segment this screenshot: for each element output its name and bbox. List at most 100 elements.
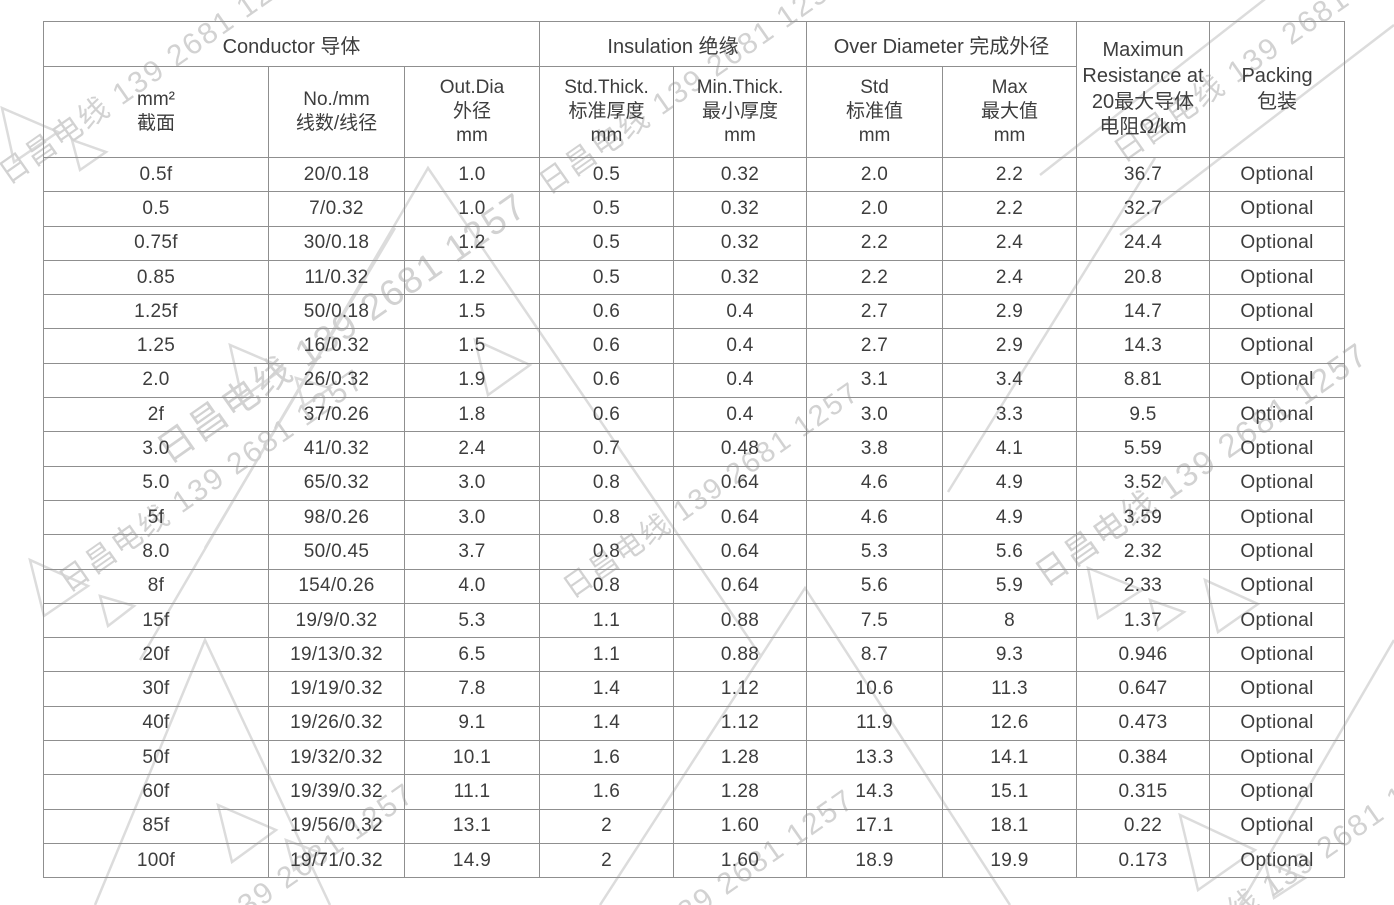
cell: 14.7	[1076, 294, 1211, 330]
cell: 2f	[43, 397, 269, 433]
cell: Optional	[1209, 499, 1346, 536]
cell: 0.32	[672, 259, 808, 296]
cell: 19/32/0.32	[268, 740, 405, 776]
cell: 37/0.26	[268, 397, 405, 433]
cell: 100f	[43, 842, 269, 879]
cell: Optional	[1209, 328, 1346, 364]
cell: 1.37	[1076, 602, 1211, 639]
cell: 65/0.32	[268, 465, 405, 501]
cell: 85f	[43, 808, 269, 844]
cell: 20.8	[1076, 259, 1211, 296]
cell: 11.3	[942, 671, 1078, 707]
table-row: 0.5 7/0.32 1.0 0.5 0.32 2.0 2.2 32.7 Optional	[43, 191, 1346, 227]
cell: 32.7	[1076, 191, 1211, 227]
cell: 50/0.45	[268, 534, 405, 570]
cell: 1.4	[539, 671, 674, 707]
cell: 1.0	[404, 156, 540, 193]
cell: 2.32	[1076, 534, 1211, 570]
cell: 14.9	[404, 842, 540, 879]
cell: 0.22	[1076, 808, 1211, 844]
cell: 1.5	[404, 294, 540, 330]
table-row: 85f 19/56/0.32 13.1 2 1.60 17.1 18.1 0.22 Option…	[43, 808, 1346, 844]
cell: 8.0	[43, 534, 269, 570]
cell: 10.6	[806, 671, 944, 707]
cell: 10.1	[404, 740, 540, 776]
cell: 5f	[43, 499, 269, 536]
cell: Optional	[1209, 431, 1346, 467]
table-row: 30f 19/19/0.32 7.8 1.4 1.12 10.6 11.3 0.647 Opti…	[43, 671, 1346, 707]
cell: 3.3	[942, 397, 1078, 433]
cell: Optional	[1209, 705, 1346, 742]
cell: 2.4	[942, 259, 1078, 296]
cell: 0.5	[539, 225, 674, 261]
table-row: 20f 19/13/0.32 6.5 1.1 0.88 8.7 9.3 0.946 Option…	[43, 637, 1346, 673]
cell: 18.1	[942, 808, 1078, 844]
cell: 2.7	[806, 294, 944, 330]
table-row: 0.5f 20/0.18 1.0 0.5 0.32 2.0 2.2 36.7 Optional	[43, 156, 1346, 193]
cell: 1.60	[672, 808, 808, 844]
cell: 9.5	[1076, 397, 1211, 433]
cell: 98/0.26	[268, 499, 405, 536]
cell: 2.4	[942, 225, 1078, 261]
cell: Optional	[1209, 362, 1346, 399]
cell: 7.8	[404, 671, 540, 707]
cell: 0.8	[539, 534, 674, 570]
cell: 19/13/0.32	[268, 637, 405, 673]
cell: 14.3	[806, 774, 944, 810]
cell: 5.6	[806, 568, 944, 604]
cell: 5.3	[806, 534, 944, 570]
cell: 2.7	[806, 328, 944, 364]
cell: 19/56/0.32	[268, 808, 405, 844]
cell: 19/39/0.32	[268, 774, 405, 810]
cell: 19/26/0.32	[268, 705, 405, 742]
cell: 17.1	[806, 808, 944, 844]
cell: 1.4	[539, 705, 674, 742]
header-packing: Packing 包装	[1209, 21, 1346, 158]
cell: 0.946	[1076, 637, 1211, 673]
cell: 0.88	[672, 637, 808, 673]
cell: 4.9	[942, 465, 1078, 501]
cell: 1.12	[672, 671, 808, 707]
header-max-resistance: Maximun Resistance at 20最大导体 电阻Ω/km	[1076, 21, 1211, 158]
cell: Optional	[1209, 637, 1346, 673]
cell: 26/0.32	[268, 362, 405, 399]
table-row: 15f 19/9/0.32 5.3 1.1 0.88 7.5 8 1.37 Optional	[43, 602, 1346, 639]
cell: 0.315	[1076, 774, 1211, 810]
cell: 3.1	[806, 362, 944, 399]
cell: 4.6	[806, 465, 944, 501]
cell: 0.5f	[43, 156, 269, 193]
cell: 8	[942, 602, 1078, 639]
cell: 1.12	[672, 705, 808, 742]
cell: 0.8	[539, 499, 674, 536]
cell: 2.2	[942, 156, 1078, 193]
cell: 50f	[43, 740, 269, 776]
cell: 0.4	[672, 294, 808, 330]
header-no-mm: No./mm 线数/线径	[268, 66, 405, 158]
cell: 1.6	[539, 740, 674, 776]
cell: 30f	[43, 671, 269, 707]
cell: 19/9/0.32	[268, 602, 405, 639]
cell: 5.59	[1076, 431, 1211, 467]
header-out-dia: Out.Dia 外径 mm	[404, 66, 540, 158]
cell: 0.4	[672, 397, 808, 433]
cell: Optional	[1209, 294, 1346, 330]
cell: 18.9	[806, 842, 944, 879]
cell: 2.2	[942, 191, 1078, 227]
cell: 4.9	[942, 499, 1078, 536]
table-row: 100f 19/71/0.32 14.9 2 1.60 18.9 19.9 0.173 Opti…	[43, 842, 1346, 879]
cell: 3.4	[942, 362, 1078, 399]
cell: 3.0	[806, 397, 944, 433]
cell: 50/0.18	[268, 294, 405, 330]
table-row: 0.75f 30/0.18 1.2 0.5 0.32 2.2 2.4 24.4 Optional	[43, 225, 1346, 261]
cell: 41/0.32	[268, 431, 405, 467]
cell: 0.32	[672, 191, 808, 227]
cell: 19/71/0.32	[268, 842, 405, 879]
cell: 0.6	[539, 397, 674, 433]
table-row: 40f 19/26/0.32 9.1 1.4 1.12 11.9 12.6 0.473 Opti…	[43, 705, 1346, 742]
cell: 8.7	[806, 637, 944, 673]
cell: 1.1	[539, 602, 674, 639]
cell: 1.28	[672, 740, 808, 776]
cell: 0.64	[672, 568, 808, 604]
cell: 4.1	[942, 431, 1078, 467]
cell: 20f	[43, 637, 269, 673]
